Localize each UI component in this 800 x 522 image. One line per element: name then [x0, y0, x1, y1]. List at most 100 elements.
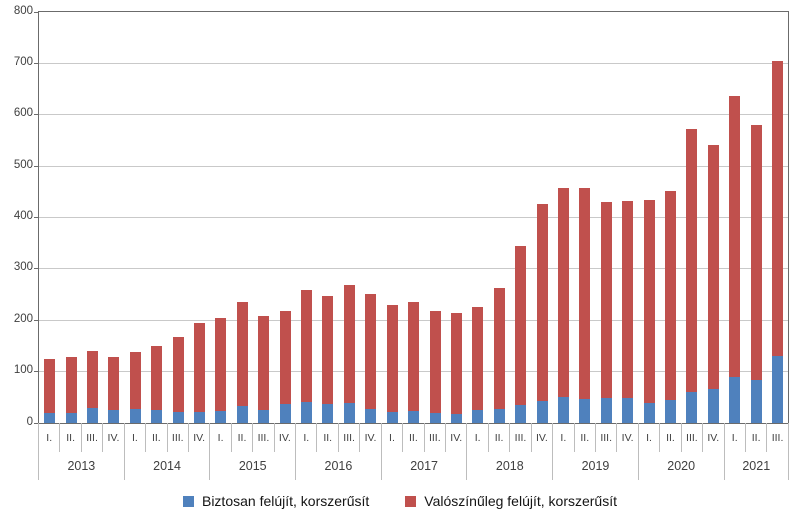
stacked-bar [772, 61, 784, 423]
stacked-bar [87, 350, 99, 423]
quarter-label: III. [253, 423, 275, 452]
bar-cell [167, 12, 188, 423]
quarter-label: II. [60, 423, 82, 452]
bar-cell [360, 12, 381, 423]
bar-cell [253, 12, 274, 423]
year-label-2018: 2018 [467, 452, 554, 480]
bar-cell [60, 12, 81, 423]
stacked-bar [622, 200, 634, 423]
bar-segment-valoszinuleg [279, 311, 291, 404]
bar-segment-biztosan [236, 406, 248, 423]
quarter-label: I. [639, 423, 661, 452]
bar-segment-biztosan [194, 412, 206, 423]
stacked-bar [429, 311, 441, 423]
y-axis-label-0: 0 [26, 415, 33, 428]
gridline-400 [39, 217, 788, 218]
legend-label: Biztosan felújít, korszerűsít [201, 493, 370, 509]
bar-cell [82, 12, 103, 423]
bar-segment-valoszinuleg [365, 293, 377, 410]
bar-segment-valoszinuleg [215, 317, 227, 412]
bar-cell [103, 12, 124, 423]
quarter-label: IV. [446, 423, 468, 452]
bar-segment-valoszinuleg [386, 305, 398, 413]
bar-cell [403, 12, 424, 423]
stacked-bar [129, 352, 141, 423]
x-axis-year-labels: 2013 2014 2015 2016 2017 2018 2019 2020 2021 [38, 452, 790, 480]
legend-item-valoszinuleg: Valószínűleg felújít, korszerűsít [405, 493, 617, 509]
year-label-2019: 2019 [553, 452, 639, 480]
bar-segment-biztosan [557, 397, 569, 423]
bar-cell [189, 12, 210, 423]
quarter-label: IV. [617, 423, 639, 452]
bar-segment-valoszinuleg [515, 246, 527, 405]
legend: Biztosan felújít, korszerűsít Valószínűl… [0, 488, 800, 514]
bar-segment-biztosan [44, 413, 56, 423]
bar-segment-valoszinuleg [772, 61, 784, 357]
gridline-700 [39, 62, 788, 64]
bar-segment-valoszinuleg [322, 296, 334, 404]
bar-segment-valoszinuleg [472, 306, 484, 410]
bar-series-container [39, 12, 788, 423]
quarter-label: III. [767, 423, 789, 452]
bar-segment-valoszinuleg [557, 188, 569, 398]
y-axis-label-600: 600 [13, 107, 33, 120]
y-tick-mark [34, 319, 38, 321]
stacked-bar [557, 188, 569, 423]
bar-segment-biztosan [343, 402, 355, 423]
bar-segment-valoszinuleg [236, 301, 248, 407]
bar-segment-valoszinuleg [343, 284, 355, 403]
bar-segment-biztosan [579, 399, 591, 423]
year-label-2013: 2013 [39, 452, 125, 480]
stacked-bar [408, 301, 420, 423]
quarter-label: III. [82, 423, 104, 452]
bar-segment-valoszinuleg [301, 289, 313, 402]
quarter-label: II. [660, 423, 682, 452]
bar-segment-biztosan [151, 409, 163, 423]
bar-segment-biztosan [408, 411, 420, 423]
bar-cell [724, 12, 745, 423]
bar-cell [317, 12, 338, 423]
bar-cell [424, 12, 445, 423]
quarter-label: III. [682, 423, 704, 452]
stacked-bar [450, 312, 462, 423]
stacked-bar [322, 296, 334, 423]
stacked-bar [215, 317, 227, 423]
bar-segment-valoszinuleg [44, 359, 56, 414]
bar-segment-valoszinuleg [172, 337, 184, 412]
bar-segment-valoszinuleg [536, 204, 548, 402]
stacked-bar [301, 289, 313, 423]
stacked-bar [194, 323, 206, 423]
bar-cell [146, 12, 167, 423]
quarter-label: II. [489, 423, 511, 452]
quarter-label: I. [382, 423, 404, 452]
bar-segment-biztosan [664, 399, 676, 423]
bar-segment-valoszinuleg [600, 201, 612, 399]
bar-segment-biztosan [472, 409, 484, 423]
y-axis-label-400: 400 [13, 210, 33, 222]
quarter-label: III. [596, 423, 618, 452]
bar-cell [553, 12, 574, 423]
quarter-label: IV. [103, 423, 125, 452]
stacked-bar [600, 201, 612, 423]
bar-cell [745, 12, 766, 423]
year-label-2016: 2016 [296, 452, 382, 480]
bar-cell [39, 12, 60, 423]
bar-segment-biztosan [600, 398, 612, 423]
year-label-2017: 2017 [382, 452, 468, 480]
stacked-bar [493, 288, 505, 423]
bar-cell [703, 12, 724, 423]
quarter-label: IV. [532, 423, 554, 452]
stacked-bar [65, 357, 77, 423]
y-tick-mark [34, 217, 38, 218]
bar-segment-valoszinuleg [579, 188, 591, 400]
y-tick-mark [34, 165, 38, 167]
bar-cell [617, 12, 638, 423]
bar-cell [574, 12, 595, 423]
bar-segment-valoszinuleg [707, 145, 719, 389]
y-tick-mark [34, 114, 38, 116]
y-axis-label-300: 300 [13, 261, 33, 274]
stacked-bar [664, 190, 676, 423]
bar-segment-biztosan [301, 401, 313, 423]
quarter-label: IV. [189, 423, 211, 452]
quarter-label: III. [425, 423, 447, 452]
